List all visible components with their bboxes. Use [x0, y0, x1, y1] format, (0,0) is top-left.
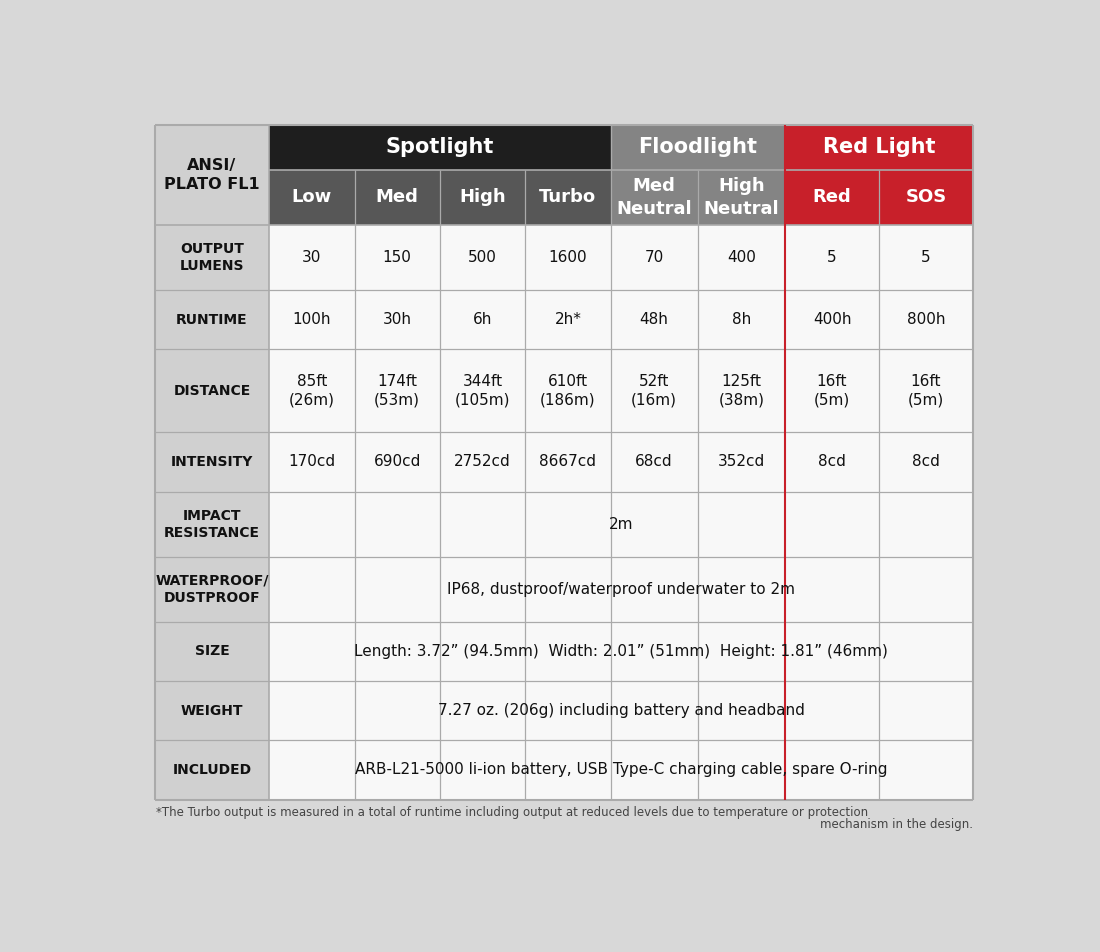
- Text: 70: 70: [645, 250, 663, 266]
- Text: Low: Low: [292, 188, 332, 207]
- Text: Med
Neutral: Med Neutral: [616, 177, 692, 217]
- Text: 30: 30: [302, 250, 321, 266]
- Text: 344ft
(105m): 344ft (105m): [454, 374, 510, 407]
- Text: Red Light: Red Light: [823, 137, 935, 157]
- Bar: [270, 741, 974, 800]
- Bar: [270, 681, 974, 741]
- Bar: [440, 169, 525, 225]
- Text: 800h: 800h: [906, 312, 945, 327]
- Text: INTENSITY: INTENSITY: [170, 455, 253, 469]
- Text: 500: 500: [469, 250, 497, 266]
- Bar: [270, 349, 974, 432]
- Text: SIZE: SIZE: [195, 645, 229, 659]
- Text: Turbo: Turbo: [539, 188, 596, 207]
- Text: INCLUDED: INCLUDED: [173, 763, 252, 777]
- Bar: [879, 169, 974, 225]
- Bar: [785, 125, 974, 169]
- Text: Floodlight: Floodlight: [638, 137, 757, 157]
- Text: 400h: 400h: [813, 312, 851, 327]
- Text: 52ft
(16m): 52ft (16m): [631, 374, 678, 407]
- Bar: [154, 290, 270, 349]
- Text: 2752cd: 2752cd: [454, 454, 510, 469]
- Text: High: High: [459, 188, 506, 207]
- Bar: [154, 125, 270, 225]
- Text: IMPACT
RESISTANCE: IMPACT RESISTANCE: [164, 508, 260, 540]
- Text: Red: Red: [813, 188, 851, 207]
- Text: 6h: 6h: [473, 312, 492, 327]
- Bar: [270, 622, 974, 681]
- Text: Spotlight: Spotlight: [386, 137, 494, 157]
- Bar: [154, 741, 270, 800]
- Bar: [154, 491, 270, 557]
- Text: 5: 5: [827, 250, 837, 266]
- Text: Length: 3.72” (94.5mm)  Width: 2.01” (51mm)  Height: 1.81” (46mm): Length: 3.72” (94.5mm) Width: 2.01” (51m…: [354, 644, 888, 659]
- Text: 150: 150: [383, 250, 411, 266]
- Bar: [270, 225, 974, 290]
- Text: 690cd: 690cd: [374, 454, 421, 469]
- Bar: [525, 169, 610, 225]
- Text: 170cd: 170cd: [288, 454, 336, 469]
- Text: 7.27 oz. (206g) including battery and headband: 7.27 oz. (206g) including battery and he…: [438, 704, 804, 718]
- Text: 2h*: 2h*: [554, 312, 581, 327]
- Text: IP68, dustproof/waterproof underwater to 2m: IP68, dustproof/waterproof underwater to…: [447, 582, 795, 597]
- Text: 8h: 8h: [732, 312, 751, 327]
- Text: WATERPROOF/
DUSTPROOF: WATERPROOF/ DUSTPROOF: [155, 574, 268, 605]
- Text: RUNTIME: RUNTIME: [176, 313, 248, 327]
- Text: 8667cd: 8667cd: [539, 454, 596, 469]
- Text: 2m: 2m: [609, 517, 634, 531]
- Bar: [785, 169, 879, 225]
- Bar: [270, 491, 974, 557]
- Text: 85ft
(26m): 85ft (26m): [289, 374, 334, 407]
- Text: mechanism in the design.: mechanism in the design.: [820, 818, 974, 831]
- Text: 125ft
(38m): 125ft (38m): [718, 374, 764, 407]
- Text: 16ft
(5m): 16ft (5m): [908, 374, 944, 407]
- Text: 400: 400: [727, 250, 756, 266]
- Text: OUTPUT
LUMENS: OUTPUT LUMENS: [179, 242, 244, 273]
- Text: 352cd: 352cd: [718, 454, 766, 469]
- Text: ANSI/
PLATO FL1: ANSI/ PLATO FL1: [164, 158, 260, 192]
- Bar: [154, 349, 270, 432]
- Text: 48h: 48h: [640, 312, 669, 327]
- Text: Med: Med: [376, 188, 419, 207]
- Bar: [154, 225, 270, 290]
- Bar: [154, 681, 270, 741]
- Text: ARB-L21-5000 li-ion battery, USB Type-C charging cable, spare O-ring: ARB-L21-5000 li-ion battery, USB Type-C …: [355, 763, 888, 778]
- Text: DISTANCE: DISTANCE: [174, 384, 251, 398]
- Bar: [354, 169, 440, 225]
- Bar: [154, 557, 270, 622]
- Bar: [270, 290, 974, 349]
- Text: *The Turbo output is measured in a total of runtime including output at reduced : *The Turbo output is measured in a total…: [156, 805, 868, 819]
- Text: 16ft
(5m): 16ft (5m): [814, 374, 850, 407]
- Bar: [697, 169, 785, 225]
- Text: 5: 5: [921, 250, 931, 266]
- Bar: [270, 557, 974, 622]
- Bar: [610, 125, 785, 169]
- Bar: [610, 169, 697, 225]
- Bar: [154, 622, 270, 681]
- Text: 8cd: 8cd: [912, 454, 939, 469]
- Text: 8cd: 8cd: [818, 454, 846, 469]
- Bar: [270, 125, 610, 169]
- Text: SOS: SOS: [905, 188, 947, 207]
- Text: 610ft
(186m): 610ft (186m): [540, 374, 596, 407]
- Bar: [154, 432, 270, 491]
- Text: 174ft
(53m): 174ft (53m): [374, 374, 420, 407]
- Bar: [270, 169, 354, 225]
- Bar: [270, 432, 974, 491]
- Text: 68cd: 68cd: [636, 454, 673, 469]
- Text: High
Neutral: High Neutral: [704, 177, 779, 217]
- Text: 1600: 1600: [549, 250, 587, 266]
- Text: WEIGHT: WEIGHT: [180, 704, 243, 718]
- Text: 30h: 30h: [383, 312, 411, 327]
- Text: 100h: 100h: [293, 312, 331, 327]
